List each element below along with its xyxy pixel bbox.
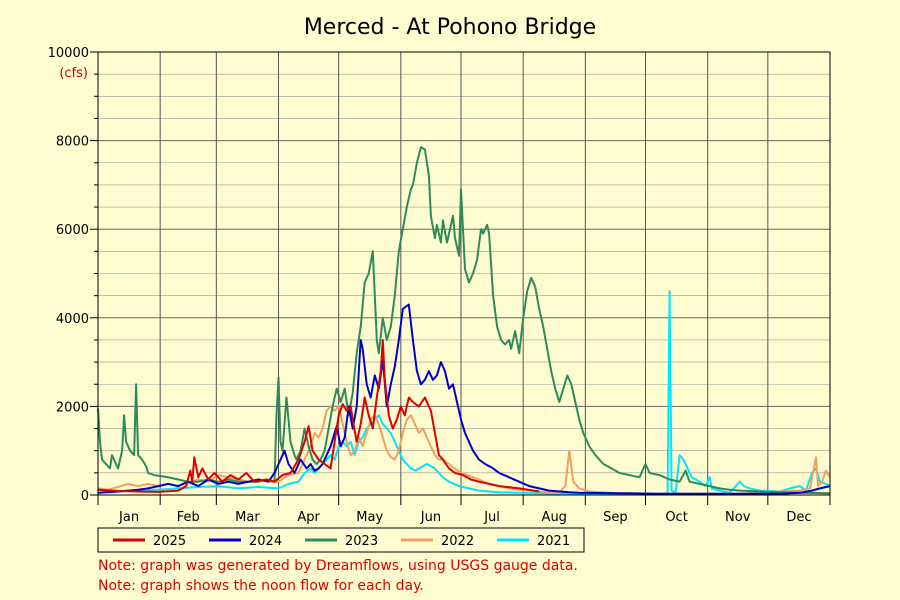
chart-title: Merced - At Pohono Bridge bbox=[304, 15, 596, 40]
series-line-2025 bbox=[97, 339, 540, 493]
legend-label-2024: 2024 bbox=[249, 534, 282, 549]
y-tick-label: 0 bbox=[81, 489, 89, 504]
y-tick-label: 10000 bbox=[48, 46, 89, 61]
y-unit-label: (cfs) bbox=[59, 66, 88, 81]
y-tick-label: 8000 bbox=[56, 135, 89, 150]
x-tick-label: Jun bbox=[420, 510, 441, 525]
legend-label-2023: 2023 bbox=[345, 534, 378, 549]
x-tick-label: Sep bbox=[603, 510, 628, 525]
x-tick-label: Nov bbox=[725, 510, 751, 525]
legend-label-2022: 2022 bbox=[441, 534, 474, 549]
y-tick-label: 2000 bbox=[56, 400, 89, 415]
x-tick-label: Dec bbox=[786, 510, 811, 525]
y-tick-label: 6000 bbox=[56, 223, 89, 238]
x-tick-label: Oct bbox=[665, 510, 687, 525]
y-tick-label: 4000 bbox=[56, 312, 89, 327]
x-tick-label: Apr bbox=[297, 510, 320, 525]
legend-label-2025: 2025 bbox=[153, 534, 186, 549]
x-tick-label: Aug bbox=[542, 510, 567, 525]
x-tick-label: Mar bbox=[235, 510, 260, 525]
legend-label-2021: 2021 bbox=[537, 534, 570, 549]
note-2: Note: graph shows the noon flow for each… bbox=[98, 578, 424, 594]
series-line-2021 bbox=[97, 290, 831, 495]
x-tick-label: May bbox=[356, 510, 383, 525]
x-tick-label: Jan bbox=[118, 510, 139, 525]
x-tick-label: Jul bbox=[483, 510, 500, 525]
x-tick-label: Feb bbox=[177, 510, 200, 525]
note-1: Note: graph was generated by Dreamflows,… bbox=[98, 558, 578, 574]
axes: 0 2000 4000 6000 8000 10000 Jan Feb Mar Apr May Jun… bbox=[48, 46, 831, 525]
series-group bbox=[97, 146, 831, 495]
legend: 2025 2024 2023 2022 2021 bbox=[97, 527, 585, 553]
